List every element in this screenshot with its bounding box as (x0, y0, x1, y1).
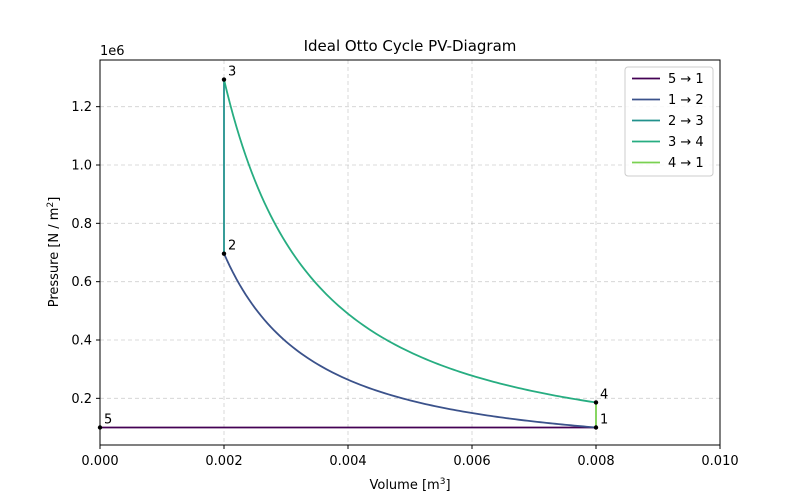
x-tick-label: 0.004 (329, 454, 366, 469)
data-points: 1 2 3 4 5 (97, 65, 608, 430)
y-axis-label-superscript: 2 (46, 202, 56, 208)
y-tick-label: 0.2 (71, 392, 92, 407)
state-point-label-5: 5 (104, 413, 112, 428)
y-tick-label: 0.4 (71, 334, 92, 349)
state-point-label-4: 4 (600, 387, 608, 402)
x-axis-label-superscript: 3 (440, 477, 446, 487)
y-tick-label: 0.6 (71, 275, 92, 290)
state-point-label-1: 1 (600, 413, 608, 428)
y-tick-label: 0.8 (71, 217, 92, 232)
x-axis-label: Volume [m3] (369, 477, 450, 493)
state-point-2 (221, 251, 227, 256)
chart-title: Ideal Otto Cycle PV-Diagram (304, 37, 517, 55)
y-axis-label: Pressure [N / m2] (46, 197, 62, 308)
y-axis-offset-label: 1e6 (100, 44, 125, 59)
legend-label-3: 2 → 3 (668, 114, 704, 129)
series-line-4 (223, 79, 597, 404)
state-point-label-2: 2 (228, 239, 236, 254)
legend-label-2: 1 → 2 (668, 93, 704, 108)
x-tick-label: 0.000 (81, 454, 118, 469)
x-tick-label: 0.010 (701, 454, 738, 469)
legend-label-1: 5 → 1 (668, 72, 704, 87)
x-tick-label: 0.002 (205, 454, 242, 469)
state-point-3 (221, 77, 227, 82)
state-point-1 (593, 425, 599, 430)
legend-box (624, 66, 714, 177)
legend-label-5: 4 → 1 (668, 156, 704, 171)
y-tick-label: 1.0 (71, 159, 92, 174)
y-tick-label: 1.2 (71, 100, 92, 115)
series-lines (100, 79, 597, 429)
axis-ticks: 0.000 0.002 0.004 0.006 0.008 0.010 0.2 0.4 0.6 0… (71, 100, 738, 469)
legend-label-4: 3 → 4 (668, 135, 704, 150)
x-tick-label: 0.006 (453, 454, 490, 469)
plot-area-frame (99, 59, 721, 446)
series-line-2 (223, 253, 597, 429)
legend-entries: 5 → 1 1 → 2 2 → 3 3 → 4 4 → 1 (632, 72, 704, 171)
legend: 5 → 1 1 → 2 2 → 3 3 → 4 4 → 1 (624, 66, 714, 177)
state-point-label-3: 3 (228, 65, 236, 80)
state-point-4 (593, 400, 599, 405)
x-tick-label: 0.008 (577, 454, 614, 469)
